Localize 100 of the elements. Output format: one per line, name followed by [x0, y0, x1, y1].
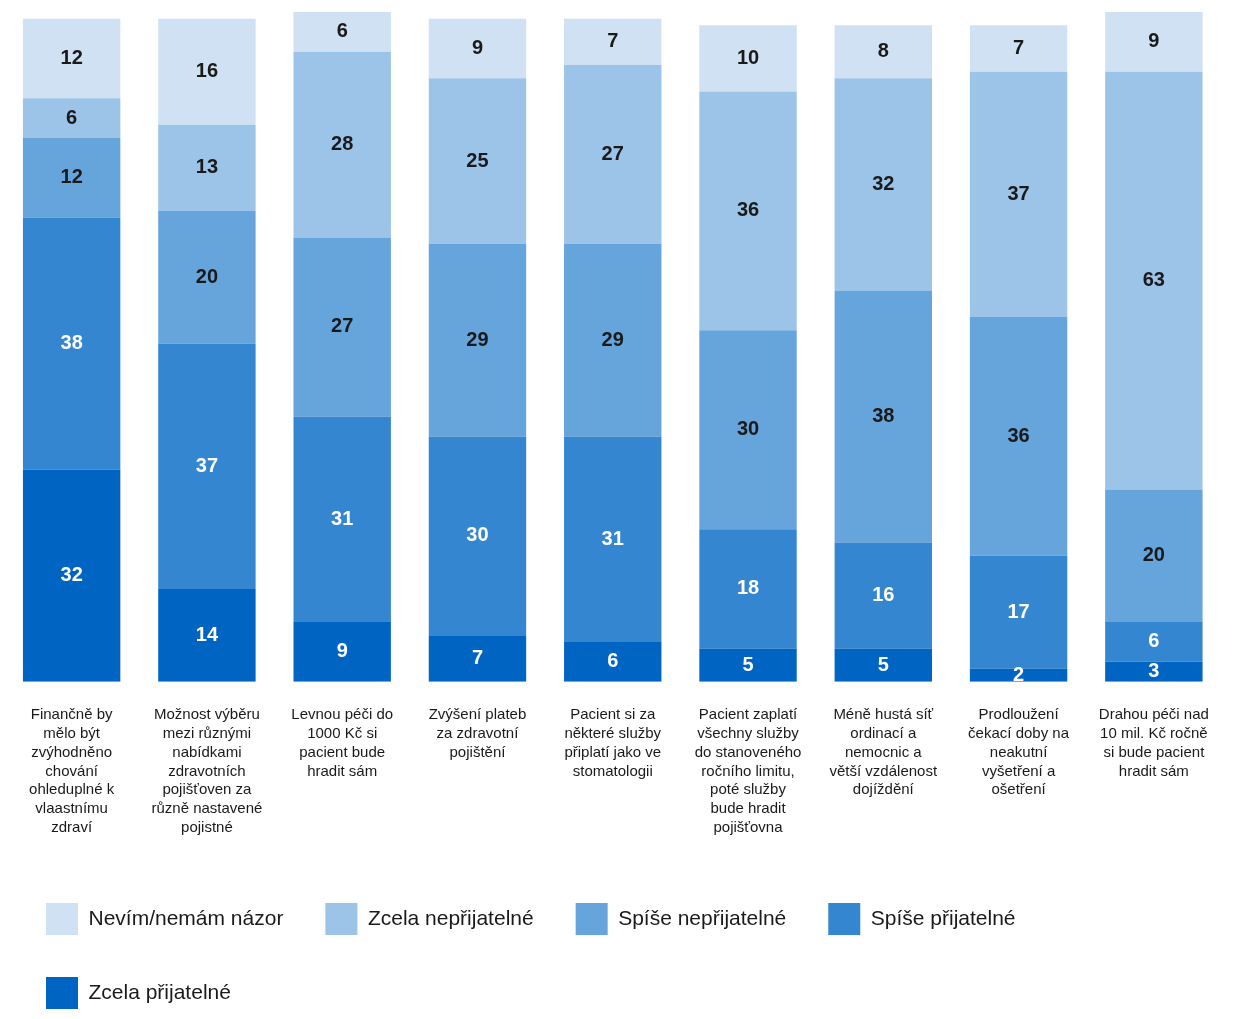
bar	[22, 137, 121, 218]
data-label: 6	[66, 105, 78, 128]
bar	[1105, 71, 1203, 490]
bar	[969, 555, 1068, 669]
data-label: 37	[195, 453, 219, 476]
data-label: 7	[607, 29, 619, 52]
data-label: 9	[1148, 29, 1160, 52]
data-label: 9	[471, 35, 484, 58]
data-label: 36	[736, 198, 760, 221]
data-label: 30	[736, 417, 760, 440]
bar	[1105, 661, 1203, 682]
bar	[969, 25, 1068, 72]
data-label: 6	[607, 649, 619, 672]
bar	[564, 436, 662, 642]
data-label: 8	[877, 39, 889, 62]
data-label: 29	[601, 327, 624, 350]
bar	[293, 12, 391, 52]
data-label: 30	[466, 523, 489, 546]
data-label: 17	[1007, 599, 1030, 622]
data-label: 2	[1013, 662, 1025, 685]
data-label: 63	[1142, 268, 1165, 291]
bar	[564, 18, 662, 66]
data-label: 6	[336, 19, 348, 42]
data-label: 27	[601, 142, 624, 165]
bar	[22, 469, 121, 682]
bar	[428, 18, 527, 79]
bar	[564, 244, 662, 437]
bar	[1105, 12, 1203, 72]
bar	[428, 78, 527, 245]
data-label: 38	[872, 404, 895, 427]
bar	[293, 416, 391, 623]
bar	[293, 237, 391, 417]
data-label: 38	[60, 331, 83, 354]
bar	[564, 641, 662, 682]
bar	[428, 436, 527, 636]
x-tick-label: Finančně by mělo být zvýhodněno chování ohleduplné k vlaastnímu zdraví	[29, 705, 115, 835]
bar	[969, 317, 1068, 556]
x-tick-label: Drahou péči nad 10 mil. Kč ročně si bude pacient hradit sám	[1098, 705, 1209, 779]
bar	[699, 330, 797, 530]
data-label: 14	[195, 622, 219, 645]
data-label: 7	[1013, 35, 1025, 58]
data-label: 31	[601, 526, 624, 549]
data-label: 28	[331, 132, 354, 155]
bar	[158, 210, 256, 344]
bar	[699, 91, 797, 331]
bar	[22, 18, 121, 99]
bar	[699, 529, 797, 649]
x-tick-label: Možnost výběru mezi různými nabídkami zdravotních pojišťoven za různě nastavené pojistné	[151, 705, 263, 835]
bar	[158, 124, 256, 211]
data-label: 37	[1007, 181, 1030, 204]
x-tick-label: Pacient zaplatí všechny služby do stanoveného ročního limitu, poté služby bude hradit pojišťovna	[694, 705, 802, 835]
legend-label: Zcela nepřijatelné	[367, 905, 534, 929]
bar	[834, 290, 932, 543]
data-label: 13	[195, 155, 219, 178]
data-label: 16	[872, 583, 895, 606]
x-tick-label: Levnou péči do 1000 Kč si pacient bude hradit sám	[291, 705, 394, 779]
data-label: 16	[195, 59, 219, 82]
bar	[969, 668, 1068, 682]
bar	[158, 588, 256, 682]
legend-label: Spíše přijatelné	[870, 905, 1016, 929]
bar	[22, 98, 121, 138]
data-label: 7	[471, 646, 484, 669]
bar	[699, 648, 797, 682]
data-label: 20	[195, 264, 219, 287]
legend-label: Spíše nepřijatelné	[618, 905, 787, 929]
data-label: 25	[466, 148, 489, 171]
data-label: 3	[1148, 659, 1160, 682]
data-label: 10	[736, 45, 760, 68]
legend-label: Zcela přijatelné	[88, 979, 231, 1003]
data-label: 20	[1142, 543, 1165, 566]
data-label: 18	[736, 576, 760, 599]
bar	[428, 635, 527, 682]
data-label: 12	[60, 165, 83, 188]
bar	[834, 648, 932, 682]
bar	[969, 71, 1068, 318]
x-tick-label: Zvýšení plateb za zdravotní pojištění	[428, 705, 527, 760]
bar	[293, 622, 391, 682]
x-tick-label: Prodloužení čekací doby na neakutní vyšetření a ošetření	[968, 705, 1070, 798]
legend-label: Nevím/nemám názor	[88, 905, 284, 929]
data-label: 6	[1148, 629, 1160, 652]
bar	[834, 25, 932, 79]
data-label: 36	[1007, 423, 1030, 446]
bar	[158, 18, 256, 125]
bar	[158, 343, 256, 589]
data-label: 32	[872, 171, 895, 194]
bar	[564, 65, 662, 245]
data-label: 29	[466, 327, 489, 350]
bar	[699, 25, 797, 92]
x-tick-label: Pacient si za některé služby připlatí jako ve stomatologii	[564, 705, 662, 779]
bar	[1105, 622, 1203, 662]
bar	[428, 244, 527, 437]
bar	[834, 542, 932, 649]
x-tick-label: Méně hustá síť ordinací a nemocnic a větší vzdálenost dojíždění	[829, 705, 938, 798]
data-label: 12	[60, 45, 83, 68]
bar	[1105, 489, 1203, 623]
bar	[834, 78, 932, 291]
data-label: 32	[60, 563, 83, 586]
data-label: 31	[331, 506, 354, 529]
bar	[293, 51, 391, 238]
data-label: 9	[336, 639, 348, 662]
